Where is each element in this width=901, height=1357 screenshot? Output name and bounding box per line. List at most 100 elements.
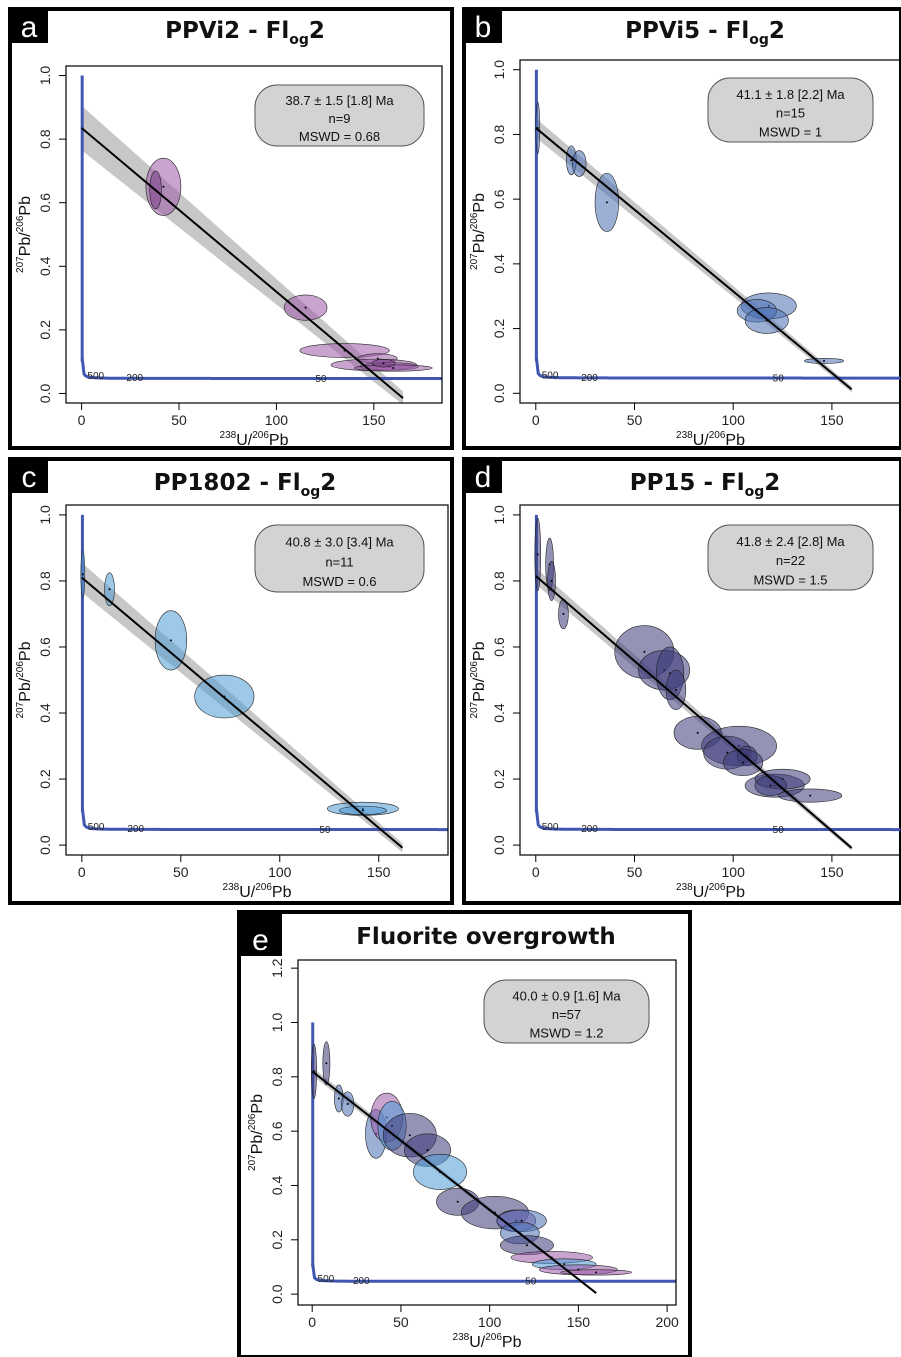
x-label-sup2: 206 <box>255 882 272 893</box>
panel-tag-bg <box>464 459 502 493</box>
panel-tag-bg <box>464 9 502 43</box>
plot-area: 500 200 50 <box>80 75 442 403</box>
y-tick-label: 0.0 <box>37 835 53 855</box>
y-tick-label: 0.8 <box>37 571 53 591</box>
x-tick-label: 0 <box>78 412 86 428</box>
data-point <box>162 185 165 188</box>
concordia-age-label: 200 <box>581 824 598 835</box>
x-label-end: Pb <box>502 1334 522 1351</box>
x-label-mid: U/ <box>239 884 256 901</box>
x-tick-label: 50 <box>627 864 643 880</box>
y-tick-label: 0.6 <box>37 637 53 657</box>
y-label-sup1: 207 <box>247 1154 258 1171</box>
data-point <box>382 362 385 365</box>
y-label-mid: Pb/ <box>17 677 34 702</box>
plot-area: 500 200 50 <box>534 69 901 393</box>
y-tick-label: 0.4 <box>37 256 53 276</box>
x-tick-label: 0 <box>78 864 86 880</box>
title-subscript: og <box>301 484 321 500</box>
y-tick-label: 0.2 <box>37 769 53 789</box>
y-tick-label: 1.0 <box>37 66 53 86</box>
data-point <box>742 761 745 764</box>
y-tick-label: 0.4 <box>269 1176 285 1196</box>
y-tick-label: 0.4 <box>491 254 507 274</box>
concordia-curve <box>534 357 901 380</box>
x-label-mid: U/ <box>469 1334 486 1351</box>
data-point <box>550 579 553 582</box>
x-tick-label: 100 <box>265 412 289 428</box>
x-axis-label: 238U/206Pb <box>453 1332 522 1351</box>
x-label-sup1: 238 <box>453 1332 470 1343</box>
title-main: PPVi2 - Fl <box>165 18 289 44</box>
data-point <box>563 1263 566 1266</box>
y-label-sup2: 206 <box>469 661 480 678</box>
concordia-curve <box>534 808 901 832</box>
concordia-age-label: 200 <box>353 1276 370 1287</box>
plot-area: 500 200 50 <box>534 514 901 851</box>
x-tick-label: 150 <box>362 412 386 428</box>
title-main: PPVi5 - Fl <box>625 18 749 44</box>
concordia-curve <box>80 358 442 380</box>
regression-line <box>535 575 853 849</box>
data-point <box>823 359 826 362</box>
y-label-mid: Pb/ <box>471 677 488 702</box>
stats-line: MSWD = 1.5 <box>753 572 827 587</box>
y-label-sup2: 206 <box>469 212 480 229</box>
stats-line: MSWD = 1.2 <box>529 1026 603 1041</box>
y-label-end: Pb <box>471 641 488 661</box>
x-label-sup2: 206 <box>709 430 726 441</box>
panel-title: PP1802 - Flog2 <box>154 470 337 500</box>
x-label-sup1: 238 <box>676 882 693 893</box>
y-tick-label: 0.2 <box>37 320 53 340</box>
data-point <box>426 1149 429 1152</box>
data-point <box>696 731 699 734</box>
data-point <box>304 306 307 309</box>
y-tick-label: 0.0 <box>269 1284 285 1304</box>
panel-title: PP15 - Flog2 <box>630 470 781 500</box>
y-tick-label: 0.0 <box>491 383 507 403</box>
data-point <box>169 639 172 642</box>
concordia-age-label: 50 <box>319 825 331 836</box>
data-point <box>408 1134 411 1137</box>
x-tick-label: 100 <box>268 864 292 880</box>
x-tick-label: 0 <box>532 412 540 428</box>
stats-box <box>254 524 425 593</box>
concordia-age-label: 50 <box>773 825 785 836</box>
data-point <box>525 1244 528 1247</box>
panel-frame <box>237 910 692 1357</box>
data-point <box>595 1271 598 1274</box>
concordia-curve <box>311 1263 676 1283</box>
data-point <box>520 1219 523 1222</box>
stats-line: n=57 <box>552 1007 581 1022</box>
x-label-sup2: 206 <box>485 1332 502 1343</box>
x-label-mid: U/ <box>236 432 253 449</box>
data-point <box>562 612 565 615</box>
y-label-sup1: 207 <box>469 701 480 718</box>
y-label-end: Pb <box>17 196 34 216</box>
stats-line: 40.0 ± 0.9 [1.6] Ma <box>512 989 621 1004</box>
y-tick-label: 0.2 <box>269 1230 285 1250</box>
x-axis-label: 238U/206Pb <box>676 430 745 449</box>
x-label-sup2: 206 <box>709 882 726 893</box>
y-tick-label: 0.6 <box>491 189 507 209</box>
title-subscript: og <box>749 32 769 48</box>
y-tick-label: 0.0 <box>491 835 507 855</box>
x-axis-label: 238U/206Pb <box>223 882 292 901</box>
data-point <box>570 159 573 162</box>
y-label-sup1: 207 <box>469 253 480 270</box>
x-tick-label: 100 <box>722 412 746 428</box>
stats-line: n=22 <box>776 553 805 568</box>
y-tick-label: 0.8 <box>269 1067 285 1087</box>
stats-box <box>707 524 874 591</box>
stats-box <box>483 979 650 1044</box>
data-point <box>674 688 677 691</box>
x-label-mid: U/ <box>693 884 710 901</box>
plot-area: 500 200 50 <box>311 1022 676 1295</box>
data-point <box>769 784 772 787</box>
y-tick-label: 1.0 <box>37 505 53 525</box>
concordia-age-label: 50 <box>315 374 327 385</box>
concordia-age-label: 200 <box>581 373 598 384</box>
y-tick-label: 0.8 <box>37 129 53 149</box>
